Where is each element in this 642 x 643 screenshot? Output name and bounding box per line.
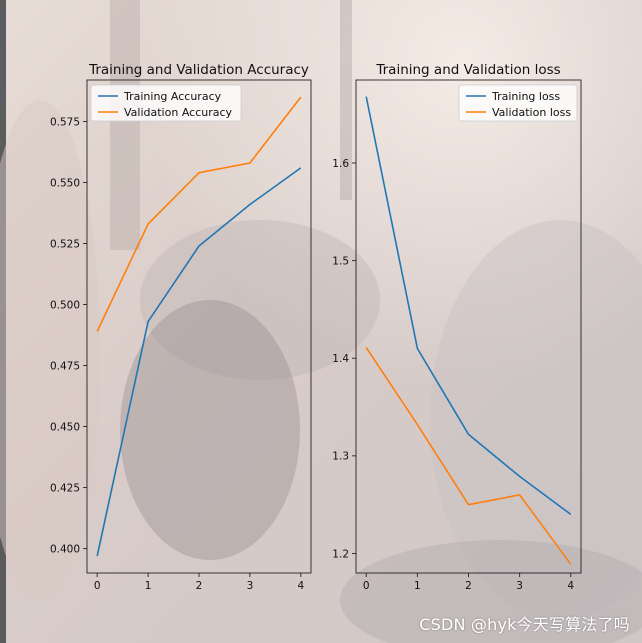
chart1-legend-box bbox=[90, 84, 242, 122]
chart2-series-line-1 bbox=[365, 96, 572, 516]
chart2-x-tick-label-1: 1 bbox=[414, 580, 421, 592]
chart2-legend-label-2: Validation loss bbox=[492, 106, 571, 119]
chart1-x-tick-label-2: 2 bbox=[196, 580, 203, 592]
chart1-y-tick-label-7: 0.575 bbox=[50, 116, 80, 128]
chart2-axes-frame bbox=[355, 79, 582, 574]
chart2-x-tick-label-0: 0 bbox=[363, 580, 370, 592]
chart2-y-tick-label-0: 1.2 bbox=[332, 548, 349, 560]
chart1-series-line-1 bbox=[96, 167, 302, 557]
chart1-y-tick-label-5: 0.525 bbox=[50, 238, 80, 250]
chart1-y-tick-label-6: 0.550 bbox=[50, 177, 80, 189]
chart1-y-tick-label-1: 0.425 bbox=[50, 482, 80, 494]
chart1-x-tick-label-1: 1 bbox=[145, 580, 152, 592]
chart2-y-tick-label-2: 1.4 bbox=[332, 353, 349, 365]
chart1-x-tick-label-4: 4 bbox=[297, 580, 304, 592]
chart2-legend-label-1: Training loss bbox=[491, 90, 560, 103]
chart1-x-tick-label-3: 3 bbox=[247, 580, 254, 592]
chart2-series-line-2 bbox=[365, 347, 572, 565]
chart1-y-tick-label-2: 0.450 bbox=[50, 421, 80, 433]
chart2-y-tick-label-1: 1.3 bbox=[332, 451, 349, 463]
chart1-legend-label-2: Validation Accuracy bbox=[124, 106, 233, 119]
chart2-y-tick-label-3: 1.5 bbox=[332, 255, 349, 267]
chart2-legend-box bbox=[458, 84, 578, 122]
chart2-x-tick-label-3: 3 bbox=[516, 580, 523, 592]
watermark-text: CSDN @hyk今天写算法了吗 bbox=[419, 615, 630, 634]
chart2-x-tick-label-2: 2 bbox=[465, 580, 472, 592]
chart1-y-tick-label-4: 0.500 bbox=[50, 299, 80, 311]
chart1-x-tick-label-0: 0 bbox=[94, 580, 101, 592]
chart1-legend-label-1: Training Accuracy bbox=[123, 90, 222, 103]
chart1-y-tick-label-0: 0.400 bbox=[50, 543, 80, 555]
chart1-axes-frame bbox=[86, 79, 312, 574]
chart1-series-line-2 bbox=[96, 96, 302, 332]
chart2-title: Training and Validation loss bbox=[375, 62, 560, 78]
chart2-y-tick-label-4: 1.6 bbox=[332, 158, 349, 170]
chart1-y-tick-label-3: 0.475 bbox=[50, 360, 80, 372]
chart1-title: Training and Validation Accuracy bbox=[88, 62, 309, 78]
chart2-x-tick-label-4: 4 bbox=[567, 580, 574, 592]
